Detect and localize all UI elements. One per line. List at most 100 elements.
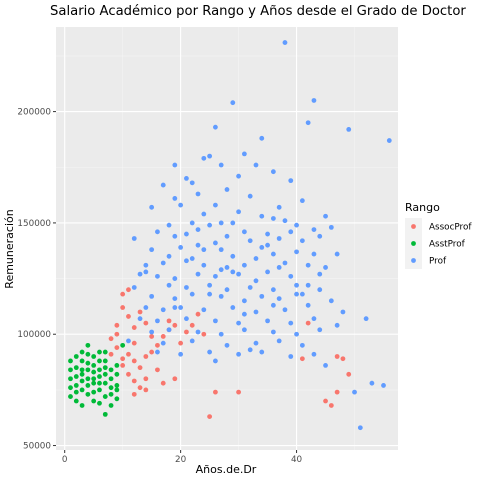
point-asstprof — [79, 378, 85, 384]
x-axis-title: Años.de.Dr — [196, 463, 257, 476]
data-points — [68, 40, 392, 431]
point-prof — [328, 224, 334, 230]
point-prof — [305, 120, 311, 126]
point-asstprof — [79, 349, 85, 355]
point-assocprof — [137, 365, 143, 371]
point-prof — [282, 40, 288, 45]
point-asstprof — [73, 365, 79, 371]
point-prof — [253, 256, 259, 261]
point-asstprof — [97, 400, 102, 406]
point-asstprof — [85, 351, 91, 357]
point-prof — [213, 202, 218, 208]
point-prof — [311, 251, 317, 257]
legend: Rango AssocProf AsstProf Prof — [405, 201, 472, 269]
point-prof — [201, 211, 207, 217]
point-prof — [230, 100, 236, 106]
point-prof — [189, 291, 195, 297]
point-asstprof — [79, 358, 85, 364]
point-prof — [299, 238, 305, 244]
point-prof — [276, 338, 282, 344]
point-prof — [160, 260, 166, 266]
point-assocprof — [149, 349, 155, 355]
point-assocprof — [334, 389, 340, 395]
point-prof — [143, 305, 149, 310]
point-assocprof — [323, 398, 328, 404]
point-asstprof — [68, 394, 73, 399]
point-prof — [155, 349, 160, 355]
point-prof — [305, 302, 311, 308]
chart-title: Salario Académico por Rango y Años desde… — [50, 3, 466, 19]
y-tick-label: 100000 — [17, 330, 51, 340]
point-prof — [137, 271, 143, 277]
point-prof — [241, 298, 247, 304]
point-prof — [172, 305, 178, 310]
point-asstprof — [97, 374, 102, 379]
point-assocprof — [143, 376, 149, 382]
point-prof — [218, 331, 224, 337]
point-prof — [276, 236, 282, 241]
point-prof — [299, 198, 305, 204]
point-prof — [131, 236, 137, 241]
point-asstprof — [97, 387, 102, 393]
point-prof — [247, 285, 253, 290]
point-assocprof — [189, 322, 195, 328]
point-asstprof — [114, 383, 120, 388]
point-prof — [195, 191, 201, 197]
point-assocprof — [201, 331, 207, 337]
point-assocprof — [184, 329, 189, 335]
point-assocprof — [328, 403, 334, 408]
point-assocprof — [149, 334, 155, 339]
point-asstprof — [102, 371, 108, 377]
point-prof — [282, 307, 288, 313]
point-prof — [172, 276, 178, 281]
point-asstprof — [97, 367, 102, 373]
point-prof — [241, 327, 247, 333]
point-asstprof — [91, 354, 97, 359]
point-prof — [184, 285, 189, 290]
point-asstprof — [79, 403, 85, 408]
point-assocprof — [195, 311, 201, 317]
point-prof — [155, 229, 160, 235]
point-prof — [253, 162, 259, 168]
point-prof — [207, 153, 213, 159]
point-prof — [282, 260, 288, 266]
point-prof — [317, 287, 323, 293]
point-assocprof — [299, 356, 305, 362]
minor-grid — [56, 27, 398, 450]
point-prof — [317, 327, 323, 333]
y-tick-label: 50000 — [23, 442, 51, 452]
point-asstprof — [79, 367, 85, 373]
x-tick-label: 20 — [175, 455, 187, 465]
point-assocprof — [120, 291, 126, 297]
point-assocprof — [114, 345, 120, 350]
point-assocprof — [137, 385, 143, 391]
point-prof — [149, 329, 155, 335]
point-asstprof — [91, 380, 97, 386]
point-prof — [213, 240, 218, 246]
point-prof — [178, 202, 184, 208]
point-prof — [172, 296, 178, 302]
point-asstprof — [108, 385, 114, 391]
point-prof — [236, 320, 241, 326]
point-prof — [346, 127, 352, 132]
point-prof — [184, 258, 189, 264]
point-prof — [288, 229, 294, 235]
point-prof — [166, 222, 172, 228]
point-prof — [201, 262, 207, 268]
point-assocprof — [131, 340, 137, 346]
y-tick-label: 150000 — [17, 219, 51, 229]
point-prof — [299, 291, 305, 297]
point-prof — [340, 309, 346, 315]
point-prof — [253, 340, 259, 346]
point-prof — [126, 338, 131, 344]
point-prof — [218, 162, 224, 168]
point-asstprof — [91, 389, 97, 395]
point-assocprof — [108, 336, 114, 342]
point-asstprof — [79, 371, 85, 377]
point-prof — [328, 298, 334, 304]
point-asstprof — [108, 376, 114, 382]
point-prof — [247, 193, 253, 199]
point-asstprof — [114, 396, 120, 402]
point-prof — [311, 98, 317, 103]
